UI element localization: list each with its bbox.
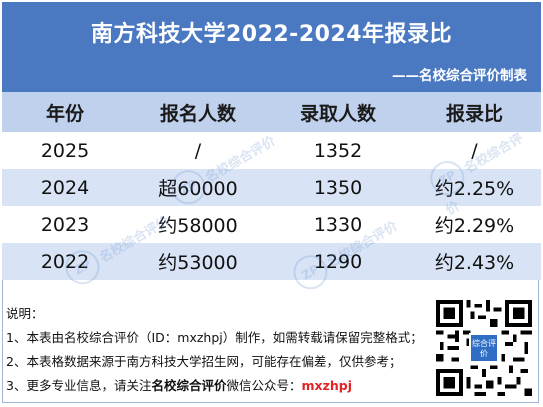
table-row: 2024 超60000 1350 约2.25%	[2, 169, 541, 206]
cell-ratio: /	[408, 132, 541, 169]
cell-ratio: 约2.25%	[408, 169, 541, 206]
cell-applicants: 约58000	[128, 206, 268, 243]
cell-year: 2024	[2, 169, 128, 206]
cell-year: 2022	[2, 243, 128, 280]
admission-ratio-table: 年份 报名人数 录取人数 报录比 2025 / 1352 / 2024 超600…	[2, 92, 541, 280]
qr-code: 综合评价	[436, 300, 532, 396]
wechat-id: mxzhpj	[301, 378, 353, 393]
header-year: 年份	[2, 92, 128, 132]
cell-admitted: 1350	[268, 169, 408, 206]
cell-year: 2025	[2, 132, 128, 169]
page-subtitle: ——名校综合评价制表	[392, 68, 527, 84]
note-3-mid: 微信公众号：	[226, 378, 302, 393]
title-banner: 南方科技大学2022-2024年报录比 ——名校综合评价制表	[2, 2, 541, 92]
page-title: 南方科技大学2022-2024年报录比	[90, 22, 453, 47]
table-row: 2023 约58000 1330 约2.29%	[2, 206, 541, 243]
note-1: 1、本表由名校综合评价（ID：mxzhpj）制作，如需转载请保留完整格式；	[6, 330, 423, 345]
qr-center-logo: 综合评价	[469, 333, 499, 363]
notes-heading: 说明：	[6, 306, 44, 321]
cell-year: 2023	[2, 206, 128, 243]
header-ratio: 报录比	[408, 92, 541, 132]
table-row: 2025 / 1352 /	[2, 132, 541, 169]
header-applicants: 报名人数	[128, 92, 268, 132]
cell-applicants: 超60000	[128, 169, 268, 206]
notes-section: 说明： 1、本表由名校综合评价（ID：mxzhpj）制作，如需转载请保留完整格式…	[6, 302, 426, 398]
cell-admitted: 1290	[268, 243, 408, 280]
note-3-account-name: 名校综合评价	[151, 378, 227, 393]
cell-ratio: 约2.43%	[408, 243, 541, 280]
cell-applicants: 约53000	[128, 243, 268, 280]
table-row: 2022 约53000 1290 约2.43%	[2, 243, 541, 280]
cell-admitted: 1352	[268, 132, 408, 169]
note-3: 3、更多专业信息，请关注名校综合评价微信公众号：mxzhpj	[6, 374, 426, 398]
note-3-prefix: 3、更多专业信息，请关注	[6, 378, 152, 393]
table-header-row: 年份 报名人数 录取人数 报录比	[2, 92, 541, 132]
cell-applicants: /	[128, 132, 268, 169]
header-admitted: 录取人数	[268, 92, 408, 132]
cell-admitted: 1330	[268, 206, 408, 243]
cell-ratio: 约2.29%	[408, 206, 541, 243]
note-2: 2、本表格数据来源于南方科技大学招生网，可能存在偏差，仅供参考；	[6, 354, 402, 369]
qr-code-icon	[436, 300, 532, 396]
